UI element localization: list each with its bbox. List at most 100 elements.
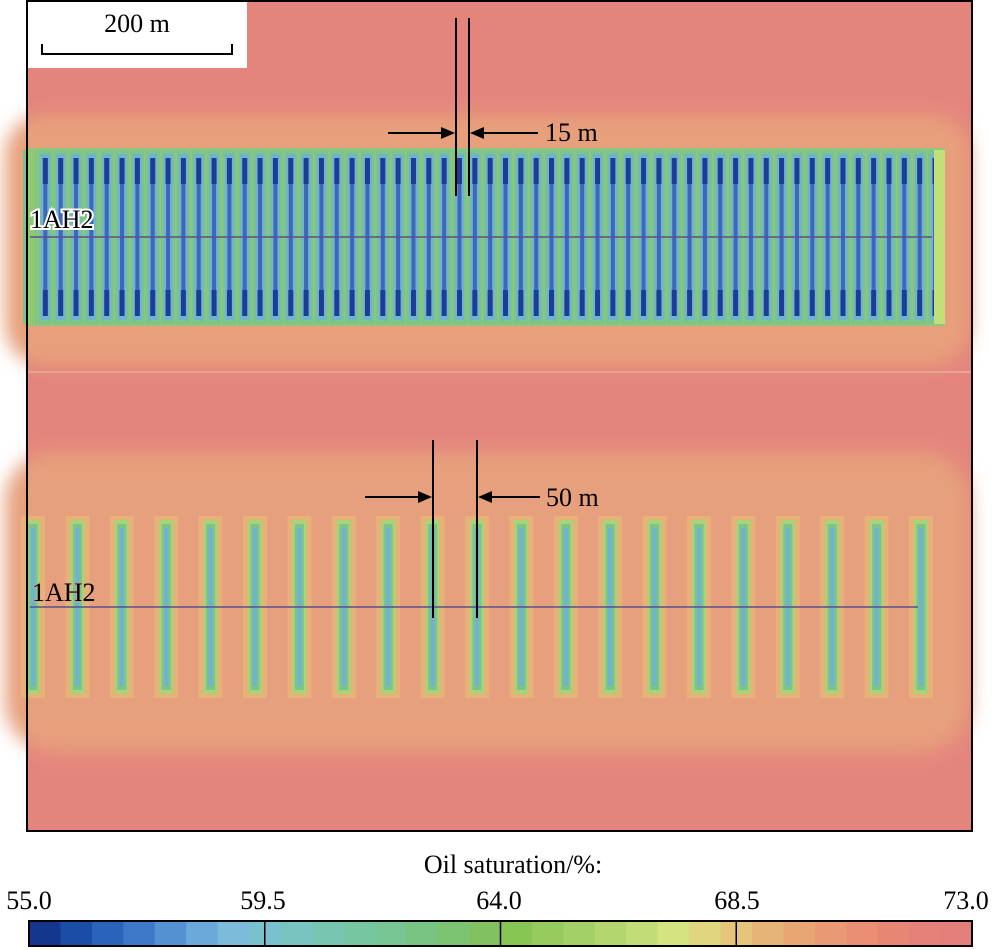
fracture-tip <box>656 290 662 316</box>
colorbar-tick-label: 68.5 <box>714 886 760 915</box>
fracture-tip <box>671 290 677 316</box>
fracture-tip <box>272 290 278 316</box>
colorbar-cell <box>657 921 690 946</box>
fracture-tip <box>687 158 693 184</box>
map-frame <box>26 0 973 832</box>
fracture-tip <box>441 290 447 316</box>
fracture-tip <box>487 158 493 184</box>
fracture-tip <box>150 158 156 184</box>
colorbar-tick-labels: 55.0 59.5 64.0 68.5 73.0 <box>6 886 989 915</box>
colorbar-cell <box>154 921 187 946</box>
top-spacing-label: 15 m <box>545 118 598 147</box>
fracture-tip <box>579 158 585 184</box>
fracture-tip <box>349 158 355 184</box>
colorbar-cell <box>123 921 156 946</box>
fracture-tip <box>380 290 386 316</box>
colorbar-cell <box>500 921 533 946</box>
fracture-tip <box>58 290 64 316</box>
fracture-tip <box>380 158 386 184</box>
fracture-tip <box>349 290 355 316</box>
fracture-tip <box>687 290 693 316</box>
fracture-tip <box>318 290 324 316</box>
fracture-tip <box>610 158 616 184</box>
fracture-tip <box>533 158 539 184</box>
fracture-tip <box>165 290 171 316</box>
colorbar-cell <box>406 921 439 946</box>
fracture-tip <box>119 158 125 184</box>
fracture-tip <box>549 290 555 316</box>
colorbar-cells <box>29 921 973 946</box>
bottom-spacing-annotation: 50 m <box>365 440 599 618</box>
fracture-tip <box>410 290 416 316</box>
fracture-tip <box>196 158 202 184</box>
fracture-tip <box>564 158 570 184</box>
fracture-tip <box>196 290 202 316</box>
fracture-tip <box>42 158 48 184</box>
fracture-tip <box>871 290 877 316</box>
bottom-arrowhead-right <box>478 491 492 503</box>
fracture-tip <box>503 290 509 316</box>
fracture-tip <box>88 158 94 184</box>
fracture-tip <box>625 158 631 184</box>
fracture-tip <box>242 290 248 316</box>
fracture-tip <box>134 158 140 184</box>
fracture-tip <box>58 158 64 184</box>
fracture-tip <box>641 158 647 184</box>
colorbar-cell <box>469 921 502 946</box>
colorbar-cell <box>343 921 376 946</box>
colorbar-cell <box>311 921 344 946</box>
fracture-tip <box>779 290 785 316</box>
fracture-tip <box>272 158 278 184</box>
fracture-tip <box>395 290 401 316</box>
fracture-tip <box>855 290 861 316</box>
scale-bar: 200 m <box>27 1 247 68</box>
fracture-tip <box>763 158 769 184</box>
fracture-tip <box>180 158 186 184</box>
colorbar-dividers <box>264 921 737 946</box>
colorbar-cell <box>280 921 313 946</box>
fracture-tip <box>426 158 432 184</box>
fracture-tip <box>303 158 309 184</box>
fracture-tip <box>288 158 294 184</box>
fracture-tip <box>134 290 140 316</box>
fracture-tip <box>441 158 447 184</box>
fracture-tip <box>150 290 156 316</box>
colorbar-cell <box>531 921 564 946</box>
fracture-tip <box>794 158 800 184</box>
fracture-tip <box>656 158 662 184</box>
colorbar-cell <box>29 921 62 946</box>
fracture-tip <box>917 290 923 316</box>
fracture-tip <box>288 290 294 316</box>
colorbar-cell <box>846 921 879 946</box>
bottom-arrowhead-left <box>418 491 432 503</box>
fracture-tip <box>518 158 524 184</box>
fracture-tip <box>73 290 79 316</box>
fracture-tip <box>456 158 462 184</box>
fracture-tip <box>226 158 232 184</box>
fracture-tip <box>702 158 708 184</box>
fracture-tip <box>73 158 79 184</box>
fracture-tip <box>871 158 877 184</box>
fracture-tip <box>472 158 478 184</box>
fracture-tip <box>334 158 340 184</box>
colorbar-cell <box>783 921 816 946</box>
saturation-map: 1AH2 15 m 1AH2 <box>5 0 973 832</box>
fracture-tip <box>564 290 570 316</box>
fracture-core <box>919 528 923 686</box>
fracture-tip <box>303 290 309 316</box>
fracture-tip <box>456 290 462 316</box>
colorbar-cell <box>437 921 470 946</box>
colorbar-cell <box>374 921 407 946</box>
colorbar-cell <box>877 921 910 946</box>
fracture-tip <box>625 290 631 316</box>
fracture-tip <box>364 290 370 316</box>
fracture-tip <box>334 290 340 316</box>
fracture-tip <box>104 290 110 316</box>
fracture-tip <box>88 290 94 316</box>
fracture-tip <box>809 158 815 184</box>
fracture-tip <box>794 290 800 316</box>
colorbar-cell <box>626 921 659 946</box>
fracture-tip <box>840 158 846 184</box>
fracture-tip <box>610 290 616 316</box>
